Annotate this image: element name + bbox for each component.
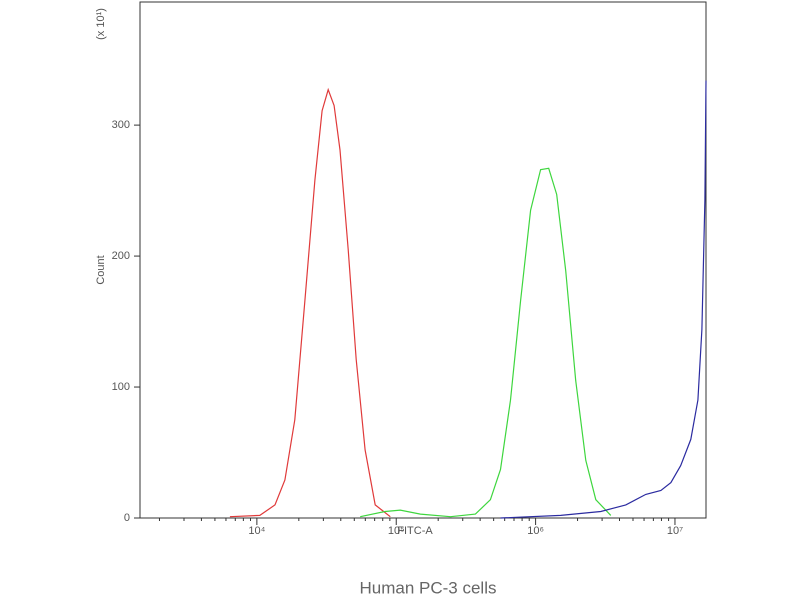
x-axis-label: FITC-A [397,525,433,537]
series-line [500,80,707,519]
x-tick-label: 10⁶ [527,525,544,537]
y-tick-label: 100 [112,381,130,393]
y-multiplier: (x 10¹) [95,8,107,40]
y-axis-label: Count [95,255,107,284]
caption: Human PC-3 cells [360,578,497,597]
y-tick-label: 200 [112,250,130,262]
plot-frame [139,1,707,519]
series-line [229,87,391,518]
y-tick-label: 300 [112,119,130,131]
x-tick-label: 10⁷ [667,525,683,537]
x-tick-label: 10⁴ [248,525,265,537]
y-tick-label: 0 [124,512,130,524]
x-tick-label: 10⁵ [388,525,405,537]
series-line [360,167,612,518]
